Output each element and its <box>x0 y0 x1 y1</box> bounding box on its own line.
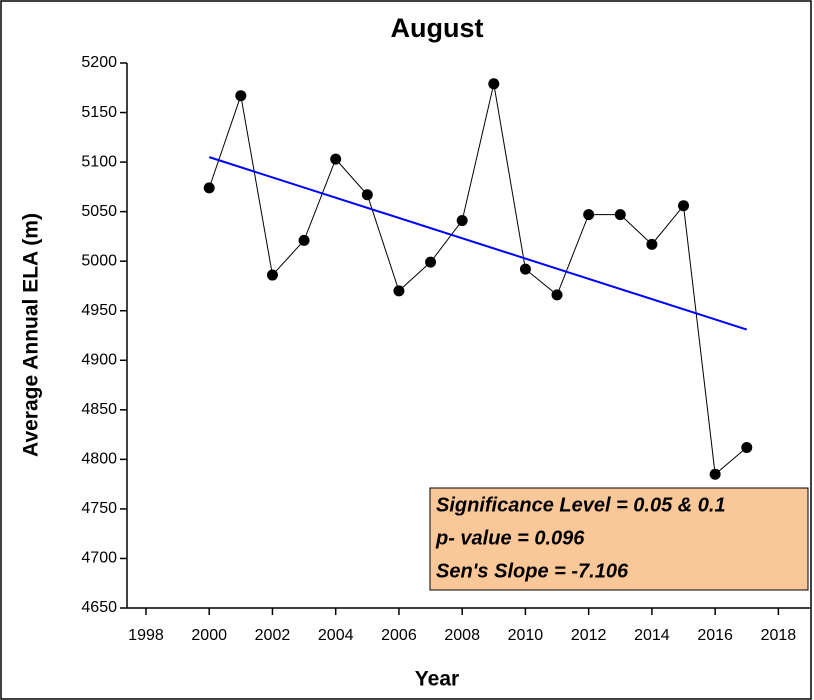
data-point <box>330 153 342 165</box>
x-tick-label: 2016 <box>697 627 733 644</box>
data-point <box>646 238 658 250</box>
x-tick-label: 2012 <box>571 627 607 644</box>
chart-title: August <box>391 13 484 43</box>
annotation: Sen's Slope = -7.106 <box>436 560 629 582</box>
x-tick-label: 2014 <box>634 627 670 644</box>
data-point <box>741 441 753 453</box>
annotation-box <box>429 487 809 591</box>
trend-line <box>208 156 748 331</box>
data-point <box>203 182 215 194</box>
data-line <box>208 83 748 476</box>
data-point <box>266 269 278 281</box>
x-axis-label: Year <box>415 668 459 691</box>
y-tick-label: 5000 <box>81 252 117 269</box>
x-tick-label: 2000 <box>191 627 227 644</box>
y-tick-label: 4650 <box>81 599 117 616</box>
x-tick-label: 2008 <box>444 627 480 644</box>
annotation: Significance Level = 0.05 & 0.1 <box>436 494 726 516</box>
data-point <box>678 200 690 212</box>
y-tick-label: 5200 <box>81 54 117 71</box>
y-tick-label: 4850 <box>81 401 117 418</box>
x-tick-label: 2002 <box>255 627 291 644</box>
data-point <box>456 215 468 227</box>
data-point <box>709 468 721 480</box>
y-tick-label: 4900 <box>81 351 117 368</box>
y-tick-label: 4800 <box>81 451 117 468</box>
x-tick-label: 2004 <box>318 627 354 644</box>
data-point <box>425 256 437 268</box>
data-point <box>583 209 595 221</box>
x-tick-label: 2006 <box>381 627 417 644</box>
y-tick-label: 4750 <box>81 500 117 517</box>
data-point <box>614 209 626 221</box>
data-point <box>488 78 500 90</box>
data-point <box>235 90 247 102</box>
x-tick-label: 2018 <box>761 627 797 644</box>
data-point <box>393 285 405 297</box>
y-axis-label: Average Annual ELA (m) <box>20 213 43 457</box>
y-tick-label: 5100 <box>81 153 117 170</box>
data-point <box>361 189 373 201</box>
x-tick-label: 2010 <box>508 627 544 644</box>
y-tick-label: 4950 <box>81 302 117 319</box>
data-point <box>519 263 531 275</box>
annotation: p- value = 0.096 <box>435 527 585 549</box>
y-tick-label: 5050 <box>81 203 117 220</box>
data-point <box>551 289 563 301</box>
y-tick-label: 5150 <box>81 104 117 121</box>
x-tick-label: 1998 <box>128 627 164 644</box>
data-point <box>298 234 310 246</box>
y-tick-label: 4700 <box>81 550 117 567</box>
